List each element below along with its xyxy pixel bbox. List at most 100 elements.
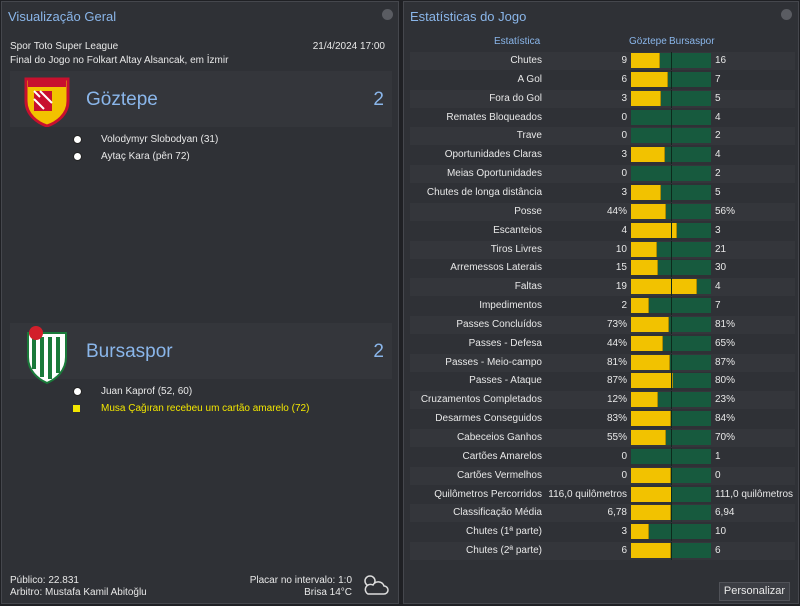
center-line: [671, 485, 672, 504]
stat-label: Chutes (1ª parte): [466, 526, 542, 538]
stat-row: Cartões Amarelos 0 1: [410, 447, 795, 466]
header-away: Bursaspor: [669, 36, 715, 47]
home-value: 87%: [606, 375, 627, 387]
home-bar: [631, 354, 670, 370]
stat-label: Impedimentos: [479, 300, 542, 312]
panel-title: Estatísticas do Jogo: [410, 9, 527, 24]
home-value: 0: [621, 469, 627, 481]
center-line: [671, 183, 672, 202]
stat-label: Classificação Média: [453, 507, 542, 519]
stat-row: Chutes (2ª parte) 6 6: [410, 542, 795, 561]
home-value: 12%: [606, 394, 627, 406]
stat-label: Cabeceios Ganhos: [456, 432, 542, 443]
home-value: 81%: [606, 356, 627, 368]
yellow-card-icon: [73, 405, 80, 412]
home-bar: [631, 90, 661, 106]
away-value: 23%: [715, 394, 736, 406]
stat-label: Passes Concluídos: [456, 318, 542, 330]
home-bar: [631, 298, 649, 314]
home-bar: [631, 147, 666, 163]
away-value: 3: [715, 224, 721, 236]
referee: Arbitro: Mustafa Kamil Abitoğlu: [10, 587, 147, 598]
home-value: 0: [621, 111, 627, 123]
center-line: [671, 127, 672, 146]
stat-row: Escanteios 4 3: [410, 221, 795, 240]
stat-row: Impedimentos 2 7: [410, 297, 795, 316]
center-line: [671, 165, 672, 184]
stat-label: Arremessos Laterais: [450, 262, 542, 274]
away-value: 84%: [715, 413, 736, 425]
weather-icon: [364, 575, 389, 595]
stat-row: A Gol 6 7: [410, 70, 795, 89]
center-line: [671, 108, 672, 127]
team-block: Göztepe 2: [10, 71, 392, 127]
home-bar: [631, 467, 671, 483]
stat-row: Passes - Ataque 87% 80%: [410, 372, 795, 391]
home-value: 3: [621, 149, 627, 161]
stat-row: Cartões Vermelhos 0 0: [410, 466, 795, 485]
stat-row: Quilômetros Percorridos 116,0 quilômetros…: [410, 485, 795, 504]
away-value: 87%: [715, 356, 736, 368]
stat-row: Desarmes Conseguidos 83% 84%: [410, 410, 795, 429]
home-bar: [631, 241, 657, 257]
panel-title: Visualização Geral: [8, 9, 117, 24]
away-value: 16: [715, 55, 727, 66]
home-value: 2: [621, 300, 627, 312]
stat-row: Faltas 19 4: [410, 278, 795, 297]
home-value: 3: [621, 92, 627, 104]
home-value: 6: [621, 73, 627, 85]
away-value: 111,0 quilômetros: [715, 488, 794, 500]
away-value: 2: [715, 130, 721, 142]
away-value: 4: [715, 281, 721, 293]
team-score: 2: [373, 341, 384, 362]
center-line: [671, 202, 672, 221]
datetime: 21/4/2024 17:00: [312, 41, 385, 52]
home-value: 73%: [606, 318, 627, 330]
header-home: Göztepe: [629, 36, 667, 47]
center-line: [671, 447, 672, 466]
home-bar: [631, 335, 664, 351]
panel-menu[interactable]: [382, 9, 393, 20]
home-bar: [631, 392, 659, 408]
away-value: 5: [715, 92, 721, 104]
away-value: 4: [715, 149, 721, 161]
away-value: 56%: [715, 205, 736, 217]
away-value: 6: [715, 545, 721, 557]
home-bar: [631, 543, 671, 559]
header-stat: Estatística: [494, 36, 541, 47]
stat-row: Posse 44% 56%: [410, 202, 795, 221]
team-logo: [24, 77, 70, 127]
home-bar: [631, 279, 698, 295]
stat-label: Fora do Gol: [489, 92, 542, 104]
center-line: [671, 297, 672, 316]
center-line: [671, 542, 672, 561]
panel-menu[interactable]: [781, 9, 792, 20]
stat-label: Chutes: [510, 55, 542, 66]
away-value: 5: [715, 186, 721, 198]
stat-label: Passes - Ataque: [469, 375, 542, 387]
home-value: 6,78: [607, 507, 627, 519]
away-value: 10: [715, 526, 727, 538]
customize-button[interactable]: Personalizar: [719, 582, 790, 601]
away-value: 2: [715, 168, 721, 180]
home-value: 4: [621, 224, 627, 236]
center-line: [671, 353, 672, 372]
stat-label: Tiros Livres: [490, 243, 542, 255]
center-line: [671, 89, 672, 108]
team-logo: [27, 326, 67, 385]
center-line: [671, 70, 672, 89]
center-line: [671, 372, 672, 391]
home-value: 0: [621, 168, 627, 180]
center-line: [671, 146, 672, 165]
stat-label: Cartões Vermelhos: [456, 469, 542, 481]
away-value: 7: [715, 73, 721, 85]
home-value: 9: [621, 55, 627, 66]
stat-label: Chutes (2ª parte): [466, 545, 542, 557]
stat-label: Chutes de longa distância: [426, 186, 542, 198]
team-name: Bursaspor: [86, 341, 173, 362]
away-value: 80%: [715, 375, 736, 387]
stat-label: Quilômetros Percorridos: [434, 488, 542, 500]
away-value: 65%: [715, 337, 736, 349]
away-value: 4: [715, 111, 721, 123]
